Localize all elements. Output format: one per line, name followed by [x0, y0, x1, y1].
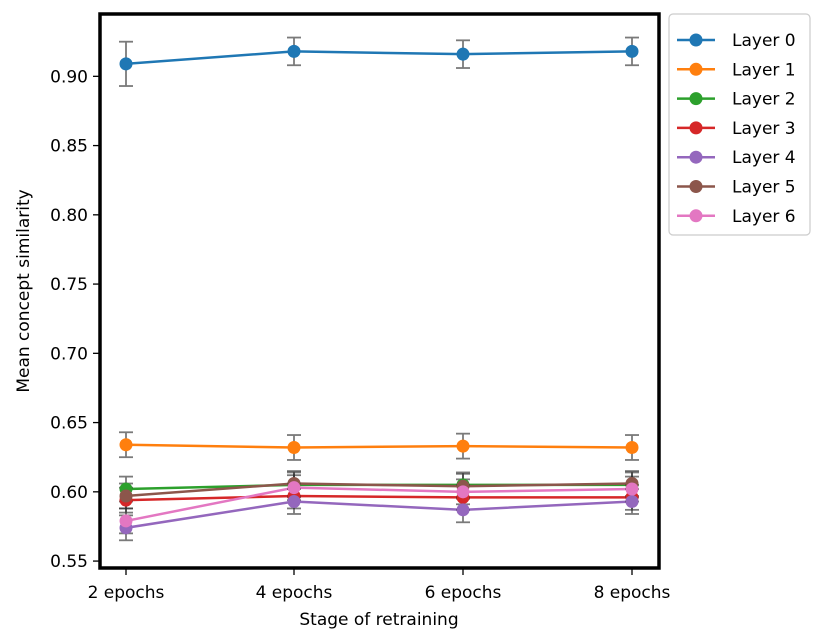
- series-line-layer-5: [125, 482, 633, 498]
- data-point: [287, 481, 301, 495]
- data-point: [625, 495, 639, 509]
- x-tick-label: 6 epochs: [425, 583, 502, 603]
- x-tick-label: 8 epochs: [594, 583, 671, 603]
- plot-frame: [98, 12, 661, 570]
- series-line-layer-1: [125, 443, 633, 449]
- data-point: [456, 47, 470, 61]
- legend-marker: [689, 180, 703, 193]
- data-point: [287, 441, 301, 454]
- data-point: [625, 44, 639, 58]
- legend-item-layer-2: Layer 2: [677, 90, 796, 110]
- x-tick-label: 2 epochs: [88, 583, 165, 603]
- data-point: [456, 503, 470, 517]
- legend-item-layer-5: Layer 5: [677, 178, 796, 198]
- data-point: [287, 495, 301, 509]
- data-point: [119, 57, 133, 71]
- legend-item-layer-4: Layer 4: [677, 148, 796, 168]
- legend-marker: [689, 209, 703, 223]
- plot-area: [119, 36, 639, 542]
- series-line-layer-6: [125, 486, 633, 523]
- legend-item-layer-3: Layer 3: [677, 119, 796, 139]
- y-tick-label: 0.90: [50, 67, 88, 87]
- legend-marker: [689, 62, 703, 76]
- legend: Layer 0 Layer 1 Layer 2 Layer 3 Layer 4 Layer…: [668, 13, 811, 236]
- legend-item-layer-1: Layer 1: [677, 60, 796, 80]
- legend-item-layer-0: Layer 0: [677, 31, 796, 51]
- legend-label: Layer 2: [732, 90, 796, 110]
- series-line-layer-0: [125, 50, 633, 66]
- legend-label: Layer 1: [732, 60, 796, 80]
- y-tick-label: 0.80: [50, 206, 88, 226]
- data-point: [625, 482, 639, 496]
- y-tick-label: 0.55: [50, 552, 88, 572]
- legend-label: Layer 5: [732, 178, 796, 198]
- legend-item-layer-6: Layer 6: [677, 207, 796, 227]
- axes: 0.55 0.60 0.65 0.70 0.75 0.80 0.85 0.90 2 epochs…: [50, 12, 671, 603]
- data-point: [456, 439, 470, 453]
- legend-marker: [689, 92, 703, 106]
- y-tick-label: 0.70: [50, 344, 88, 364]
- y-tick-label: 0.75: [50, 275, 88, 295]
- series-line-layer-3: [125, 494, 632, 502]
- data-point: [119, 514, 133, 528]
- legend-label: Layer 3: [732, 119, 796, 139]
- y-tick-label: 0.85: [50, 137, 88, 157]
- legend-label: Layer 0: [732, 31, 796, 51]
- y-tick-label: 0.60: [50, 483, 88, 503]
- legend-marker: [689, 150, 703, 164]
- data-point: [119, 438, 133, 452]
- y-axis-label: Mean concept similarity: [14, 189, 34, 392]
- y-tick-label: 0.65: [50, 414, 88, 434]
- data-point: [119, 489, 133, 503]
- data-point: [287, 44, 301, 58]
- x-tick-label: 4 epochs: [256, 583, 333, 603]
- x-axis-label: Stage of retraining: [299, 610, 458, 630]
- legend-label: Layer 6: [732, 207, 796, 227]
- legend-marker: [689, 33, 703, 47]
- data-point: [625, 441, 639, 454]
- data-point: [456, 485, 470, 499]
- legend-marker: [689, 121, 703, 135]
- series-line-layer-4: [125, 500, 633, 530]
- legend-label: Layer 4: [732, 148, 796, 168]
